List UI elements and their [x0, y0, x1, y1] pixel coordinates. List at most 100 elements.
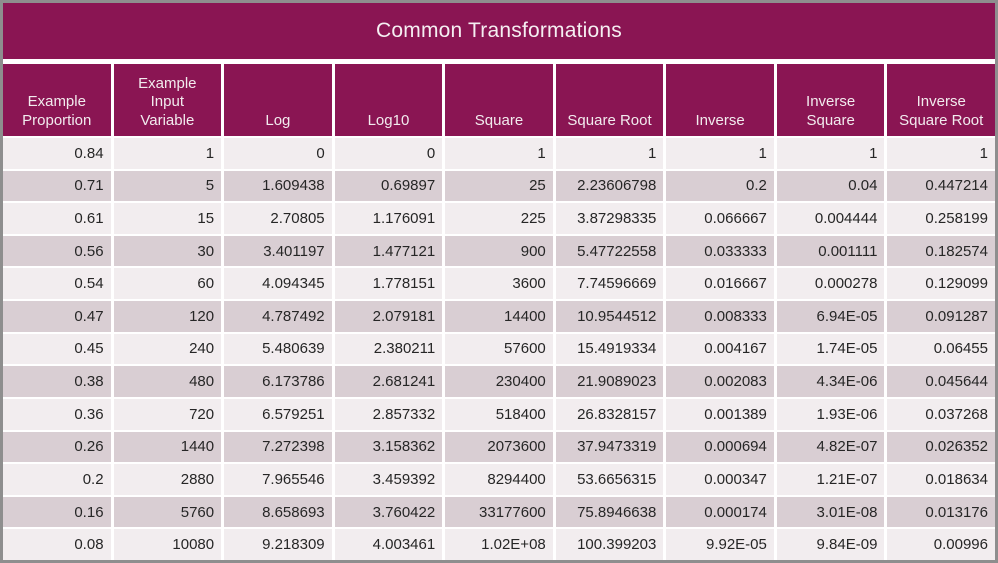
table-cell: 6.94E-05: [776, 301, 885, 332]
table-cell: 900: [445, 235, 553, 267]
table-cell: 230400: [445, 366, 553, 397]
table-cell: 4.82E-07: [776, 431, 885, 463]
table-cell: 53.6656315: [555, 464, 664, 495]
table-cell: 7.965546: [224, 464, 332, 495]
table-cell: 60: [113, 268, 222, 300]
table-cell: 0.54: [3, 268, 111, 300]
table-cell: 15: [113, 203, 222, 234]
table-cell: 10080: [113, 529, 222, 560]
table-cell: 720: [113, 398, 222, 430]
table-cell: 2880: [113, 464, 222, 495]
table-cell: 0.56: [3, 235, 111, 267]
column-header-inverse-square-root: Inverse Square Root: [887, 64, 995, 136]
table-cell: 0.258199: [887, 203, 995, 234]
column-header-square: Square: [445, 64, 553, 136]
table-cell: 0.129099: [887, 268, 995, 300]
column-header-inverse-square: Inverse Square: [776, 64, 885, 136]
table-cell: 1.93E-06: [776, 398, 885, 430]
table-cell: 0.033333: [666, 235, 774, 267]
table-cell: 2073600: [445, 431, 553, 463]
table-cell: 7.272398: [224, 431, 332, 463]
table-cell: 1: [776, 138, 885, 169]
table-cell: 0.016667: [666, 268, 774, 300]
table-cell: 0.61: [3, 203, 111, 234]
table-cell: 0.47: [3, 301, 111, 332]
table-cell: 3.158362: [334, 431, 443, 463]
table-cell: 0.000278: [776, 268, 885, 300]
table-cell: 2.681241: [334, 366, 443, 397]
table-cell: 9.92E-05: [666, 529, 774, 560]
table-cell: 5760: [113, 496, 222, 528]
table-cell: 0.026352: [887, 431, 995, 463]
table-cell: 120: [113, 301, 222, 332]
table-cell: 0.004167: [666, 333, 774, 365]
table-cell: 0.000694: [666, 431, 774, 463]
table-cell: 7.74596669: [555, 268, 664, 300]
table-cell: 0.182574: [887, 235, 995, 267]
table-cell: 0.004444: [776, 203, 885, 234]
table-cell: 100.399203: [555, 529, 664, 560]
column-header-square-root: Square Root: [555, 64, 664, 136]
table-cell: 1.176091: [334, 203, 443, 234]
table-cell: 0.2: [3, 464, 111, 495]
table-cell: 8294400: [445, 464, 553, 495]
table-cell: 5: [113, 170, 222, 202]
table-cell: 0: [334, 138, 443, 169]
table-cell: 0.69897: [334, 170, 443, 202]
table-cell: 0.000174: [666, 496, 774, 528]
table-cell: 0.36: [3, 398, 111, 430]
table-cell: 1.74E-05: [776, 333, 885, 365]
table-cell: 4.094345: [224, 268, 332, 300]
table-cell: 5.47722558: [555, 235, 664, 267]
table-cell: 15.4919334: [555, 333, 664, 365]
table-cell: 2.857332: [334, 398, 443, 430]
table-cell: 9.84E-09: [776, 529, 885, 560]
table-cell: 0.447214: [887, 170, 995, 202]
table-cell: 4.003461: [334, 529, 443, 560]
table-cell: 0.008333: [666, 301, 774, 332]
table-cell: 0.84: [3, 138, 111, 169]
column-header-example-input-variable: Example Input Variable: [113, 64, 222, 136]
title-separator: [3, 59, 995, 64]
table-cell: 0.26: [3, 431, 111, 463]
table-cell: 0.2: [666, 170, 774, 202]
table-cell: 0: [224, 138, 332, 169]
table-cell: 0.013176: [887, 496, 995, 528]
table-cell: 0.08: [3, 529, 111, 560]
table-cell: 26.8328157: [555, 398, 664, 430]
table-cell: 6.173786: [224, 366, 332, 397]
table-cell: 0.06455: [887, 333, 995, 365]
table-cell: 3600: [445, 268, 553, 300]
table-cell: 0.38: [3, 366, 111, 397]
table-cell: 3.87298335: [555, 203, 664, 234]
table-cell: 1: [445, 138, 553, 169]
table-cell: 5.480639: [224, 333, 332, 365]
table-cell: 1: [113, 138, 222, 169]
table-cell: 480: [113, 366, 222, 397]
table-cell: 1.21E-07: [776, 464, 885, 495]
column-header-log: Log: [224, 64, 332, 136]
table-cell: 0.001111: [776, 235, 885, 267]
table-cell: 0.002083: [666, 366, 774, 397]
table-cell: 3.01E-08: [776, 496, 885, 528]
table-cell: 0.04: [776, 170, 885, 202]
table-cell: 14400: [445, 301, 553, 332]
table-cell: 25: [445, 170, 553, 202]
table-cell: 4.787492: [224, 301, 332, 332]
table-title-bar: Common Transformations: [3, 3, 995, 59]
table-cell: 0.066667: [666, 203, 774, 234]
table-cell: 1: [666, 138, 774, 169]
table-cell: 0.091287: [887, 301, 995, 332]
table-cell: 2.70805: [224, 203, 332, 234]
table-cell: 518400: [445, 398, 553, 430]
table-cell: 0.045644: [887, 366, 995, 397]
table-title: Common Transformations: [376, 19, 622, 42]
table-cell: 240: [113, 333, 222, 365]
table-cell: 8.658693: [224, 496, 332, 528]
table-cell: 1.778151: [334, 268, 443, 300]
table-cell: 0.45: [3, 333, 111, 365]
column-header-example-proportion: Example Proportion: [3, 64, 111, 136]
table-cell: 30: [113, 235, 222, 267]
column-header-inverse: Inverse: [666, 64, 774, 136]
